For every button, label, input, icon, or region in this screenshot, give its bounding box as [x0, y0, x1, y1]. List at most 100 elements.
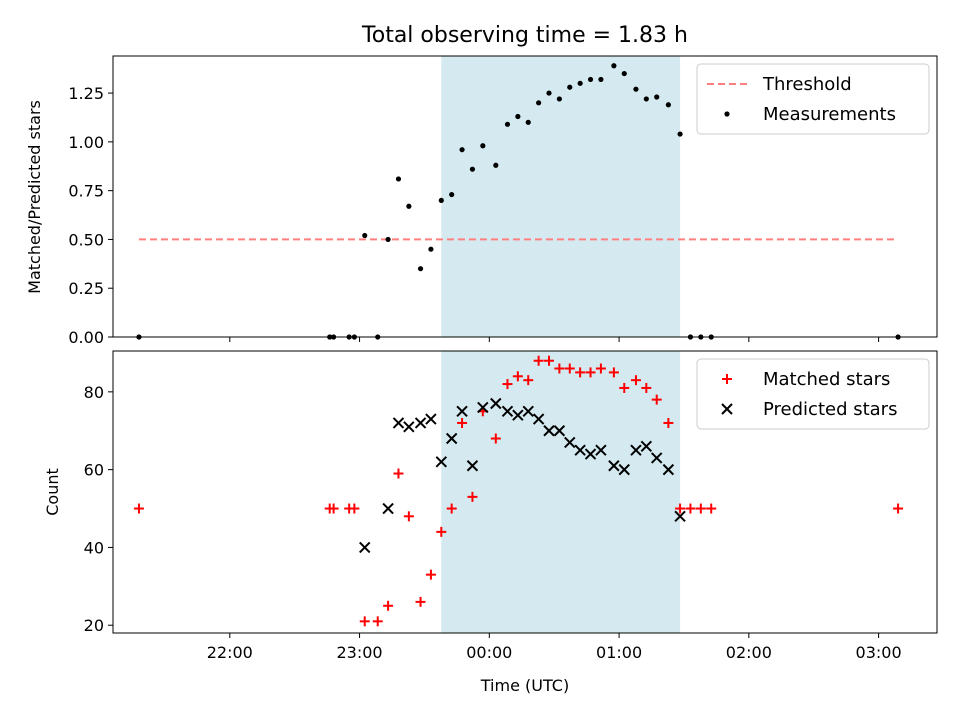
- predicted-stars-point: [456, 405, 468, 417]
- predicted-stars-point-b: [445, 432, 458, 445]
- predicted-stars-point-b: [618, 463, 630, 476]
- measurement-point: [438, 197, 444, 204]
- matched-stars-point: [403, 511, 414, 522]
- legend: Matched stars Predicted stars: [696, 358, 930, 430]
- x-tick-label: 00:00: [466, 643, 512, 662]
- x-tick-label: 22:00: [207, 643, 253, 662]
- predicted-stars-point: [392, 417, 405, 429]
- predicted-stars-point: [435, 456, 448, 468]
- measurement-point: [515, 113, 521, 120]
- measurement-point: [677, 131, 683, 137]
- matched-stars-point: [349, 503, 360, 514]
- measurement-point: [556, 96, 562, 102]
- predicted-stars-point-b: [532, 413, 545, 425]
- observing-window-span: [441, 351, 681, 633]
- legend-box: [696, 63, 930, 135]
- predicted-stars-point-b: [564, 436, 576, 449]
- legend-predicted-swatch-b: [721, 403, 733, 415]
- x-tick-label: 23:00: [336, 643, 382, 662]
- chart-title: Total observing time = 1.83 h: [361, 23, 688, 48]
- predicted-stars-point: [618, 463, 630, 476]
- predicted-stars-point-b: [584, 448, 597, 460]
- predicted-stars-point: [595, 444, 607, 456]
- bottom-y-axis-label: Count: [43, 468, 62, 516]
- predicted-stars-point: [490, 397, 502, 410]
- predicted-stars-point-b: [435, 456, 448, 468]
- predicted-stars-point-b: [466, 460, 479, 472]
- y-tick-label: 20: [84, 616, 104, 635]
- matched-stars-point: [585, 367, 596, 378]
- matched-stars-point: [436, 526, 447, 537]
- legend-box: [696, 358, 930, 430]
- predicted-stars-point-b: [608, 460, 620, 472]
- matched-stars-point: [608, 367, 619, 378]
- measurement-point: [665, 102, 671, 108]
- measurement-point: [654, 94, 660, 100]
- predicted-stars-point: [414, 417, 427, 429]
- measurement-point: [598, 76, 604, 83]
- predicted-stars-point: [501, 405, 514, 417]
- predicted-stars-point-b: [543, 425, 555, 437]
- predicted-stars-point-b: [403, 421, 415, 433]
- y-tick-label: 0.00: [68, 328, 104, 347]
- predicted-stars-point-b: [522, 405, 534, 417]
- x-tick-label: 03:00: [856, 643, 902, 662]
- matched-stars-point: [502, 379, 513, 390]
- predicted-stars-point-b: [414, 417, 427, 429]
- axes-frame: [112, 350, 938, 634]
- predicted-stars-point-b: [595, 444, 607, 456]
- measurement-point: [395, 176, 402, 182]
- matched-stars-point: [425, 569, 436, 580]
- predicted-stars-point-b: [651, 452, 663, 464]
- predicted-stars-point-b: [359, 541, 371, 554]
- matched-stars-point: [383, 600, 394, 611]
- matched-stars-point: [328, 503, 339, 514]
- measurement-point: [449, 191, 455, 198]
- predicted-stars-point-b: [382, 502, 394, 515]
- top-panel: Total observing time = 1.83 h Matched/Pr…: [25, 23, 938, 347]
- measurement-point: [577, 80, 583, 86]
- predicted-stars-point: [532, 413, 545, 425]
- predicted-stars-point: [403, 421, 415, 433]
- predicted-stars-point: [382, 502, 394, 515]
- measurement-point: [493, 162, 499, 168]
- predicted-stars-point: [553, 425, 566, 437]
- predicted-stars-point: [640, 440, 653, 453]
- predicted-stars-point: [425, 413, 437, 425]
- measurement-point: [362, 232, 368, 239]
- y-tick-label: 1.25: [68, 84, 104, 103]
- predicted-stars-point: [543, 425, 555, 437]
- measurement-point: [633, 86, 639, 92]
- matched-stars-point: [651, 394, 662, 405]
- matched-stars-point: [630, 375, 641, 386]
- predicted-stars-point-b: [501, 405, 514, 417]
- predicted-stars-point: [574, 444, 586, 456]
- y-tick-label: 0.50: [68, 230, 104, 249]
- measurement-point: [546, 90, 552, 96]
- x-axis-label: Time (UTC): [480, 676, 569, 695]
- matched-stars-point: [575, 367, 586, 378]
- measurement-point: [459, 147, 465, 153]
- y-tick-label: 60: [84, 461, 104, 480]
- axes-frame: [112, 55, 938, 338]
- matched-stars-point: [663, 417, 674, 428]
- matched-stars-point: [523, 375, 534, 386]
- predicted-stars-point: [674, 510, 686, 523]
- matched-stars-point: [446, 503, 457, 514]
- predicted-stars-point-b: [477, 401, 489, 414]
- predicted-stars-point-b: [662, 463, 675, 476]
- predicted-stars-point: [466, 460, 479, 472]
- y-tick-label: 0.75: [68, 182, 104, 201]
- predicted-stars-point-b: [640, 440, 653, 453]
- legend: Threshold Measurements: [696, 63, 930, 135]
- predicted-stars-point: [512, 409, 524, 421]
- measurement-point: [525, 119, 531, 125]
- matched-stars-point: [133, 503, 144, 514]
- matched-stars-point: [393, 468, 404, 479]
- predicted-stars-point: [651, 452, 663, 464]
- measurement-point: [504, 121, 511, 127]
- matched-stars-point: [512, 371, 523, 382]
- matched-stars-point: [554, 363, 565, 374]
- predicted-stars-point: [662, 463, 675, 476]
